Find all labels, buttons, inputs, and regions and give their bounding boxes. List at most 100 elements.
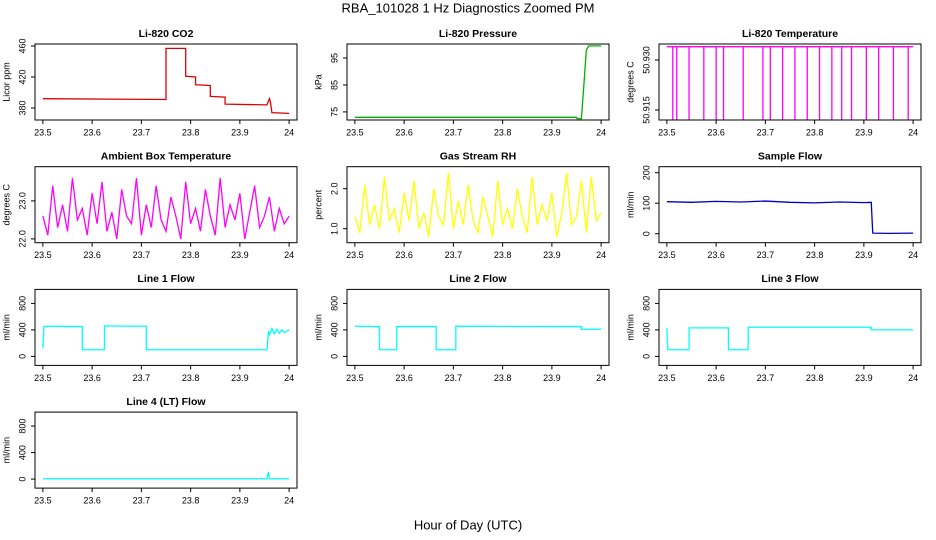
x-tick-label: 23.6 bbox=[83, 127, 101, 137]
y-axis-label: ml/min bbox=[1, 437, 11, 464]
x-tick-label: 23.6 bbox=[395, 127, 413, 137]
y-tick-label: 400 bbox=[17, 322, 27, 337]
x-tick-label: 23.9 bbox=[543, 373, 561, 383]
y-tick-label: 0 bbox=[641, 231, 651, 236]
plot-frame bbox=[658, 43, 922, 121]
x-tick-label: 23.7 bbox=[757, 250, 775, 260]
plot-area bbox=[354, 172, 602, 237]
data-line bbox=[42, 325, 290, 351]
y-tick-label: 22.0 bbox=[17, 230, 27, 248]
plot-frame bbox=[34, 166, 298, 244]
x-tick-label: 23.8 bbox=[182, 250, 200, 260]
x-tick-label: 23.5 bbox=[34, 250, 52, 260]
y-axis-label: ml/min bbox=[625, 191, 635, 218]
plot-frame bbox=[34, 288, 298, 366]
x-tick-label: 23.9 bbox=[543, 127, 561, 137]
plot-frame bbox=[346, 166, 610, 244]
x-tick-label: 23.9 bbox=[855, 127, 873, 137]
y-tick-label: 50.915 bbox=[641, 96, 651, 124]
x-tick-label: 23.9 bbox=[543, 250, 561, 260]
data-line bbox=[354, 325, 602, 351]
data-line bbox=[42, 471, 290, 480]
x-tick-label: 23.5 bbox=[346, 250, 364, 260]
x-tick-label: 24 bbox=[284, 373, 294, 383]
plot-frame bbox=[346, 43, 610, 121]
x-tick-label: 23.6 bbox=[83, 373, 101, 383]
y-tick-label: 420 bbox=[17, 69, 27, 84]
x-tick-label: 23.8 bbox=[806, 250, 824, 260]
data-line bbox=[354, 45, 602, 120]
y-tick-label: 200 bbox=[641, 165, 651, 180]
x-tick-label: 23.8 bbox=[806, 373, 824, 383]
panel-title: Line 1 Flow bbox=[137, 273, 195, 285]
x-tick-label: 23.6 bbox=[707, 250, 725, 260]
x-tick-label: 23.5 bbox=[346, 127, 364, 137]
y-tick-label: 50.930 bbox=[641, 46, 651, 74]
y-tick-label: 400 bbox=[329, 322, 339, 337]
y-tick-label: 0 bbox=[641, 354, 651, 359]
x-tick-label: 23.9 bbox=[231, 495, 249, 505]
panel: Li-820 Temperature degrees C 23.5 23.6 23.7 2… bbox=[625, 28, 922, 137]
y-tick-label: 0 bbox=[329, 354, 339, 359]
x-tick-label: 23.8 bbox=[806, 127, 824, 137]
y-axis-label: ml/min bbox=[625, 314, 635, 341]
x-tick-label: 23.6 bbox=[83, 250, 101, 260]
x-tick-label: 23.7 bbox=[445, 373, 463, 383]
plot-area bbox=[354, 45, 602, 120]
x-tick-label: 23.8 bbox=[182, 127, 200, 137]
panel-title: Gas Stream RH bbox=[440, 150, 516, 162]
plot-area bbox=[666, 200, 914, 235]
y-tick-label: 800 bbox=[17, 419, 27, 434]
plot-frame bbox=[658, 288, 922, 366]
x-tick-label: 23.7 bbox=[757, 373, 775, 383]
y-tick-label: 2.0 bbox=[329, 182, 339, 195]
x-tick-label: 23.8 bbox=[182, 495, 200, 505]
x-tick-label: 23.9 bbox=[231, 373, 249, 383]
plot-area bbox=[42, 325, 290, 351]
x-tick-label: 24 bbox=[908, 250, 918, 260]
panel-title: Li-820 CO2 bbox=[139, 28, 194, 40]
y-axis-label: ml/min bbox=[313, 314, 323, 341]
data-line bbox=[354, 172, 602, 237]
x-tick-label: 23.7 bbox=[133, 495, 151, 505]
panel: Li-820 Pressure kPa 23.5 23.6 23.7 23.8 23.9 24… bbox=[313, 28, 610, 137]
y-axis-label: ml/min bbox=[1, 314, 11, 341]
y-tick-label: 400 bbox=[17, 445, 27, 460]
x-tick-label: 23.5 bbox=[658, 373, 676, 383]
y-tick-label: 0 bbox=[17, 354, 27, 359]
x-tick-label: 23.5 bbox=[346, 373, 364, 383]
plot-frame bbox=[34, 411, 298, 489]
y-axis-label: degrees C bbox=[625, 61, 635, 103]
data-line bbox=[666, 200, 914, 235]
y-tick-label: 800 bbox=[641, 296, 651, 311]
x-tick-label: 23.7 bbox=[133, 373, 151, 383]
y-axis-label: kPa bbox=[313, 74, 323, 90]
x-tick-label: 23.9 bbox=[231, 127, 249, 137]
x-tick-label: 23.6 bbox=[395, 373, 413, 383]
x-tick-label: 24 bbox=[284, 250, 294, 260]
figure-title: RBA_101028 1 Hz Diagnostics Zoomed PM bbox=[342, 0, 595, 15]
plot-area bbox=[666, 326, 914, 351]
plot-frame bbox=[346, 288, 610, 366]
y-tick-label: 100 bbox=[641, 196, 651, 211]
x-tick-label: 23.9 bbox=[855, 373, 873, 383]
data-line bbox=[666, 46, 914, 120]
x-tick-label: 24 bbox=[596, 250, 606, 260]
x-tick-label: 23.5 bbox=[658, 250, 676, 260]
panel: Sample Flow ml/min 23.5 23.6 23.7 23.8 23.9 24 0… bbox=[625, 150, 922, 260]
x-tick-label: 23.9 bbox=[855, 250, 873, 260]
x-tick-label: 24 bbox=[284, 495, 294, 505]
panel: Line 1 Flow ml/min 23.5 23.6 23.7 23.8 23.9 24 0… bbox=[1, 273, 298, 383]
x-tick-label: 23.6 bbox=[83, 495, 101, 505]
x-tick-label: 23.8 bbox=[494, 127, 512, 137]
panel: Ambient Box Temperature degrees C 23.5 23.6… bbox=[1, 150, 298, 260]
y-tick-label: 800 bbox=[17, 296, 27, 311]
x-tick-label: 23.5 bbox=[34, 495, 52, 505]
plot-frame bbox=[34, 43, 298, 121]
panel-title: Line 4 (LT) Flow bbox=[126, 396, 206, 408]
y-tick-label: 75 bbox=[329, 107, 339, 117]
panel: Li-820 CO2 Licor ppm 23.5 23.6 23.7 23.8 23.9 2… bbox=[1, 28, 298, 137]
x-tick-label: 23.6 bbox=[395, 250, 413, 260]
data-line bbox=[666, 326, 914, 351]
